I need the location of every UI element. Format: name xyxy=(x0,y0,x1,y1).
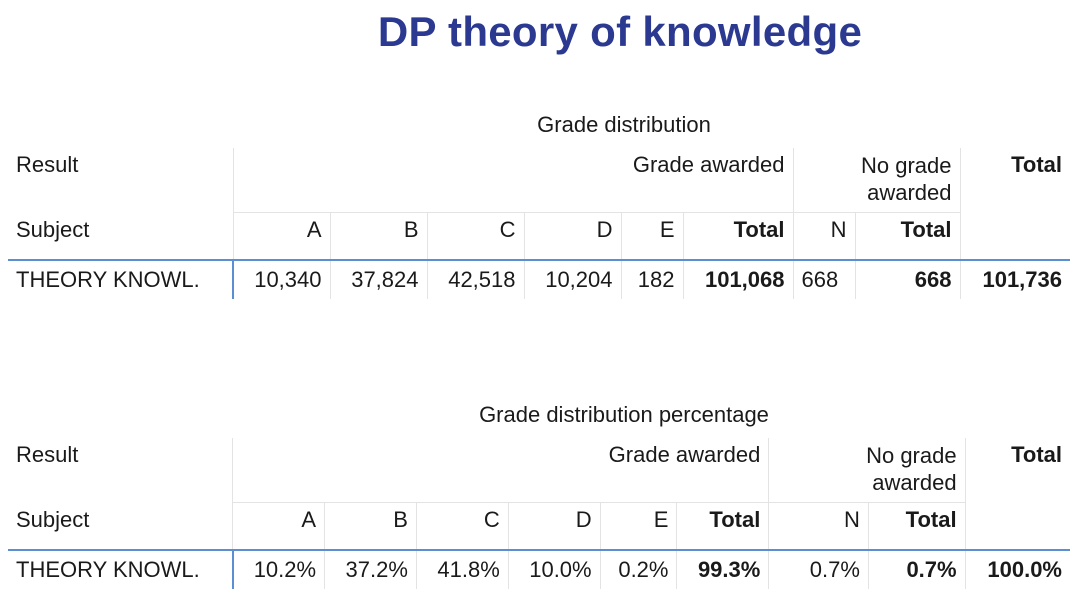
column-header-c: C xyxy=(426,212,524,260)
value-no-grade-total: 0.7% xyxy=(867,549,966,589)
grand-total-header: Total xyxy=(964,438,1070,550)
column-header-d: D xyxy=(507,502,601,550)
column-header-c: C xyxy=(415,502,509,550)
grade-awarded-header: Grade awarded xyxy=(232,148,793,213)
subject-cell: THEORY KNOWL. xyxy=(8,549,234,589)
value-grand-total: 100.0% xyxy=(964,549,1070,589)
table-row: THEORY KNOWL. 10,340 37,824 42,518 10,20… xyxy=(8,259,1070,299)
subject-header: Subject xyxy=(16,216,90,242)
no-grade-line2: awarded xyxy=(867,180,952,205)
value-no-grade-total: 668 xyxy=(854,259,960,299)
column-header-awarded-total: Total xyxy=(682,212,793,260)
column-header-b: B xyxy=(329,212,427,260)
column-header-no-grade-total: Total xyxy=(854,212,960,260)
subject-header: Subject xyxy=(16,506,90,532)
table-caption: Grade distribution percentage xyxy=(479,402,769,427)
table-row: THEORY KNOWL. 10.2% 37.2% 41.8% 10.0% 0.… xyxy=(8,549,1070,589)
value-awarded-total: 99.3% xyxy=(676,549,769,589)
result-header: Result xyxy=(16,152,79,177)
column-header-d: D xyxy=(523,212,621,260)
column-header-b: B xyxy=(324,502,417,550)
value-b: 37.2% xyxy=(324,549,417,589)
value-d: 10,204 xyxy=(523,259,621,299)
column-header-n: N xyxy=(768,502,869,550)
value-awarded-total: 101,068 xyxy=(682,259,793,299)
value-grand-total: 101,736 xyxy=(959,259,1070,299)
value-d: 10.0% xyxy=(507,549,601,589)
table-caption: Grade distribution xyxy=(537,112,711,137)
column-header-awarded-total: Total xyxy=(676,502,769,550)
value-a: 10.2% xyxy=(232,549,325,589)
value-e: 0.2% xyxy=(599,549,677,589)
column-header-a: A xyxy=(232,212,330,260)
value-n: 0.7% xyxy=(768,549,869,589)
page-title: DP theory of knowledge xyxy=(377,8,863,55)
no-grade-line1: No grade xyxy=(860,153,952,178)
no-grade-awarded-header: No grade awarded xyxy=(768,438,966,503)
column-header-a: A xyxy=(232,502,325,550)
value-c: 41.8% xyxy=(415,549,509,589)
column-header-n: N xyxy=(792,212,855,260)
column-header-e: E xyxy=(620,212,683,260)
value-e: 182 xyxy=(620,259,683,299)
no-grade-line2: awarded xyxy=(872,470,957,495)
grade-distribution-table: Result Grade awarded No grade awarded Tot… xyxy=(8,148,1070,299)
grade-distribution-percentage-table: Result Grade awarded No grade awarded Tot… xyxy=(8,438,1070,589)
result-header: Result xyxy=(16,442,79,467)
subject-cell: THEORY KNOWL. xyxy=(8,259,234,299)
grade-awarded-header: Grade awarded xyxy=(232,438,769,503)
value-c: 42,518 xyxy=(426,259,524,299)
grand-total-header: Total xyxy=(959,148,1070,260)
no-grade-awarded-header: No grade awarded xyxy=(792,148,960,213)
column-header-e: E xyxy=(599,502,677,550)
column-header-no-grade-total: Total xyxy=(867,502,966,550)
value-n: 668 xyxy=(792,259,855,299)
value-a: 10,340 xyxy=(233,259,330,299)
no-grade-line1: No grade xyxy=(866,443,957,468)
value-b: 37,824 xyxy=(329,259,427,299)
